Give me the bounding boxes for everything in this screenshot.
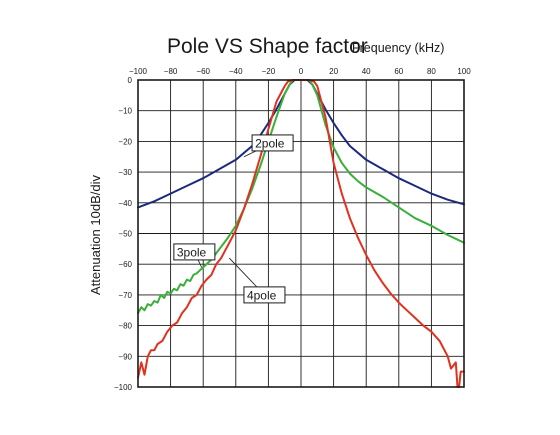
y-tick-label: −100	[114, 383, 133, 392]
y-tick-label: −80	[118, 322, 132, 331]
x-tick-label: −20	[262, 67, 276, 76]
y-axis-label: Attenuation 10dB/div	[88, 175, 103, 295]
annotation-label: 4pole	[247, 288, 277, 302]
x-tick-label: 20	[329, 67, 338, 76]
x-tick-labels: −100 −80 −60 −40 −20 0 20 40 60 80 100	[129, 67, 471, 76]
y-tick-label: −10	[118, 107, 132, 116]
y-tick-label: −20	[118, 137, 132, 146]
x-tick-label: 80	[427, 67, 436, 76]
x-tick-label: 40	[362, 67, 371, 76]
x-tick-label: 60	[394, 67, 403, 76]
y-tick-labels: 0 −10 −20 −30 −40 −50 −60 −70 −80 −90 −100	[114, 76, 133, 392]
series-line-4pole	[137, 79, 465, 388]
x-tick-label: 100	[457, 67, 471, 76]
x-tick-label: −100	[129, 67, 148, 76]
x-axis-label: Frequency (kHz)	[352, 41, 444, 55]
y-tick-label: −60	[118, 260, 132, 269]
annotation-box	[173, 243, 216, 261]
y-tick-label: −40	[118, 199, 132, 208]
series-annotations: 2pole 3pole 4pole	[173, 134, 294, 304]
y-tick-label: −90	[118, 352, 132, 361]
y-tick-label: −70	[118, 291, 132, 300]
annotation-label: 3pole	[177, 245, 207, 259]
x-tick-label: 0	[299, 67, 304, 76]
x-tick-label: −80	[164, 67, 178, 76]
y-tick-label: 0	[128, 76, 133, 85]
annotation-label: 2pole	[255, 136, 285, 150]
plot-frame	[137, 79, 465, 388]
x-tick-label: −60	[196, 67, 210, 76]
series-line-3pole	[137, 79, 465, 315]
y-tick-label: −30	[118, 168, 132, 177]
annotation-box	[251, 134, 294, 152]
annotation-box	[243, 286, 286, 304]
chart-title: Pole VS Shape factor	[167, 35, 368, 58]
y-tick-label: −50	[118, 230, 132, 239]
x-tick-label: −40	[229, 67, 243, 76]
